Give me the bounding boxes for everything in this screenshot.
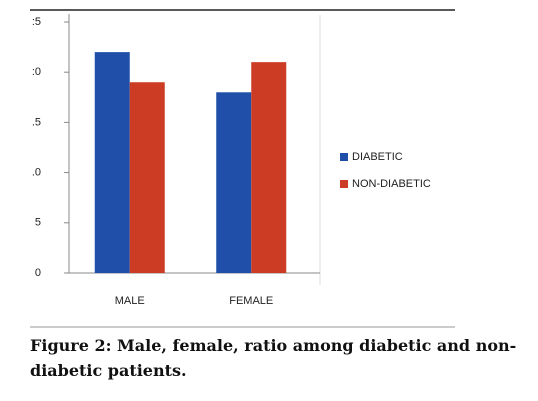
y-tick-label: .5 (32, 116, 41, 128)
y-tick-label: 5 (35, 217, 41, 229)
bar (129, 82, 165, 274)
legend-swatch (340, 153, 348, 161)
y-tick-label: :5 (32, 16, 41, 28)
x-tick-label: FEMALE (229, 295, 273, 307)
y-tick-label: :0 (32, 66, 41, 78)
legend-label: DIABETIC (352, 151, 403, 163)
legend-swatch (340, 180, 348, 188)
bar (94, 52, 130, 274)
x-tick-label: MALE (115, 295, 145, 307)
y-tick-label: 0 (35, 267, 41, 279)
legend-label: NON-DIABETIC (352, 178, 431, 190)
bar (251, 62, 287, 273)
chart: 0 5 .0 .5 :0 :5 MALE FEMALE DIABETIC NON-DIABETIC (30, 9, 455, 328)
caption: Figure 2: Male, female, ratio among diab… (30, 336, 517, 380)
bar (216, 92, 252, 273)
y-tick-label: .0 (32, 167, 41, 179)
